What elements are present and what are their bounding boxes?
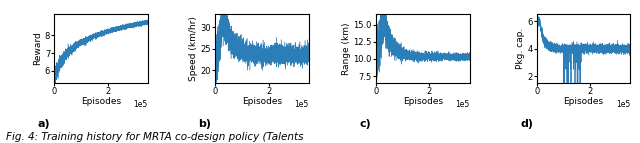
Y-axis label: Range (km): Range (km)	[342, 22, 351, 75]
Y-axis label: Pkg. cap.: Pkg. cap.	[516, 28, 525, 69]
Text: b): b)	[198, 119, 211, 129]
X-axis label: Episodes: Episodes	[403, 98, 443, 107]
Text: d): d)	[520, 119, 533, 129]
X-axis label: Episodes: Episodes	[242, 98, 282, 107]
Text: c): c)	[359, 119, 371, 129]
Y-axis label: Speed (km/hr): Speed (km/hr)	[189, 16, 198, 81]
Text: a): a)	[38, 119, 50, 129]
X-axis label: Episodes: Episodes	[81, 98, 121, 107]
Y-axis label: Reward: Reward	[33, 32, 42, 65]
X-axis label: Episodes: Episodes	[564, 98, 604, 107]
Text: Fig. 4: Training history for MRTA co-design policy (Talents: Fig. 4: Training history for MRTA co-des…	[6, 132, 304, 142]
